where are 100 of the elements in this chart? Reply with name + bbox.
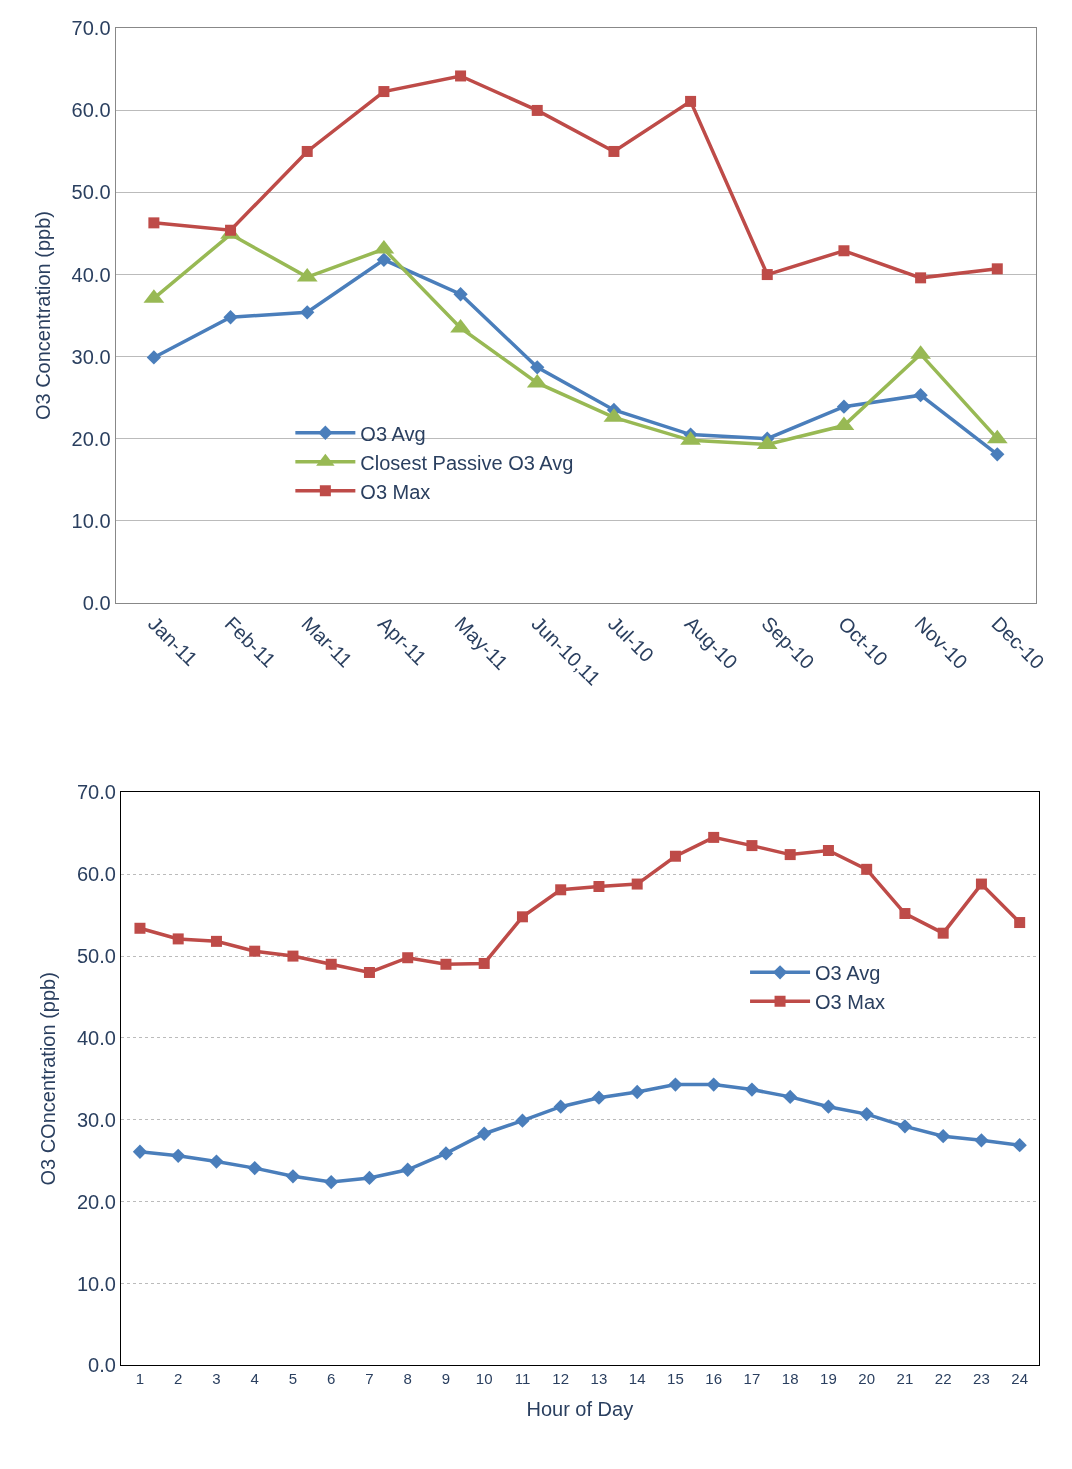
point [210, 935, 222, 947]
point [223, 310, 238, 325]
point [706, 1077, 721, 1092]
point [822, 845, 834, 856]
y-tick-label: 10.0 [71, 509, 111, 532]
x-tick-label: 10 [475, 1370, 493, 1388]
x-tick-label: 5 [288, 1370, 298, 1388]
point [974, 1133, 989, 1148]
y-tick-label: 60.0 [71, 99, 111, 122]
x-tick-label: 19 [820, 1370, 837, 1388]
point [784, 849, 796, 861]
point [913, 388, 928, 403]
point [593, 881, 605, 893]
point [362, 1170, 377, 1186]
point [453, 287, 468, 302]
legend-label: O3 Max [815, 991, 886, 1014]
y-tick-label: 30.0 [71, 345, 111, 368]
point [746, 840, 758, 852]
point [148, 217, 160, 229]
x-tick-label: 12 [552, 1370, 570, 1388]
x-tick-label: 15 [667, 1370, 684, 1388]
point [897, 1119, 913, 1134]
point [378, 86, 390, 98]
y-tick-label: 40.0 [71, 263, 111, 286]
point [146, 350, 162, 365]
point [171, 1148, 186, 1163]
x-tick-label: 3 [212, 1370, 221, 1388]
y-tick-label: 20.0 [76, 1190, 116, 1213]
point [836, 399, 852, 414]
point [247, 1160, 262, 1176]
point [1014, 917, 1026, 929]
point [859, 1106, 874, 1122]
point [936, 1129, 951, 1144]
x-tick-label: 13 [590, 1370, 608, 1388]
point [531, 104, 543, 116]
legend-label: O3 Avg [360, 422, 426, 445]
point [591, 1090, 607, 1105]
point [440, 958, 452, 970]
x-axis-title: Hour of Day [526, 1397, 634, 1420]
point [744, 1082, 760, 1097]
x-tick-label: 7 [365, 1370, 374, 1388]
x-tick-label: 1 [135, 1370, 145, 1388]
y-tick-label: 70.0 [71, 17, 111, 40]
point [899, 908, 911, 920]
x-tick-label: 22 [934, 1370, 952, 1388]
x-tick-label: 18 [781, 1370, 799, 1388]
point [134, 922, 146, 934]
point [300, 305, 315, 320]
point [553, 1099, 568, 1114]
point [324, 1174, 339, 1190]
x-tick-label: 16 [705, 1370, 723, 1388]
y-tick-label: 0.0 [82, 591, 111, 614]
point [325, 958, 337, 970]
point [209, 1154, 224, 1169]
point [402, 952, 414, 964]
point [376, 252, 392, 267]
y-tick-label: 40.0 [76, 1026, 116, 1049]
point [990, 447, 1005, 462]
point [516, 911, 528, 923]
y-tick-label: 0.0 [88, 1354, 116, 1377]
point [608, 145, 620, 157]
y-axis-title: O3 Concentration (ppb) [32, 211, 55, 421]
point [861, 863, 873, 875]
point [477, 1126, 492, 1141]
x-tick-label: 8 [403, 1370, 412, 1388]
y-tick-label: 60.0 [76, 863, 116, 886]
legend-label: Closest Passive O3 Avg [360, 451, 574, 474]
point [937, 927, 949, 939]
point [991, 263, 1003, 275]
y-tick-label: 70.0 [76, 781, 116, 804]
point [630, 1084, 645, 1100]
point [631, 878, 643, 890]
x-tick-label: 17 [743, 1370, 761, 1388]
x-tick-label: 14 [628, 1370, 646, 1388]
point [478, 957, 490, 969]
point [708, 831, 720, 843]
point [285, 1169, 301, 1184]
x-tick-label: 21 [896, 1370, 914, 1388]
point [249, 945, 261, 957]
point [455, 70, 467, 82]
y-tick-label: 10.0 [76, 1272, 116, 1295]
y-tick-label: 50.0 [71, 181, 111, 204]
legend-label: O3 Max [360, 480, 431, 503]
point [555, 884, 567, 896]
point [915, 272, 927, 284]
y-tick-label: 30.0 [76, 1108, 116, 1131]
y-axis-title: O3 COncentration (ppb) [37, 972, 60, 1186]
point [450, 318, 471, 333]
x-tick-label: 9 [441, 1370, 451, 1388]
point [783, 1089, 798, 1105]
point [515, 1113, 530, 1128]
x-tick-label: 23 [973, 1370, 990, 1388]
legend-label: O3 Avg [815, 962, 881, 985]
point [668, 1077, 683, 1092]
point [761, 269, 773, 281]
y-tick-label: 20.0 [71, 427, 111, 450]
point [172, 933, 184, 945]
point [975, 878, 987, 890]
x-tick-label: 11 [514, 1370, 531, 1388]
point [287, 950, 299, 962]
